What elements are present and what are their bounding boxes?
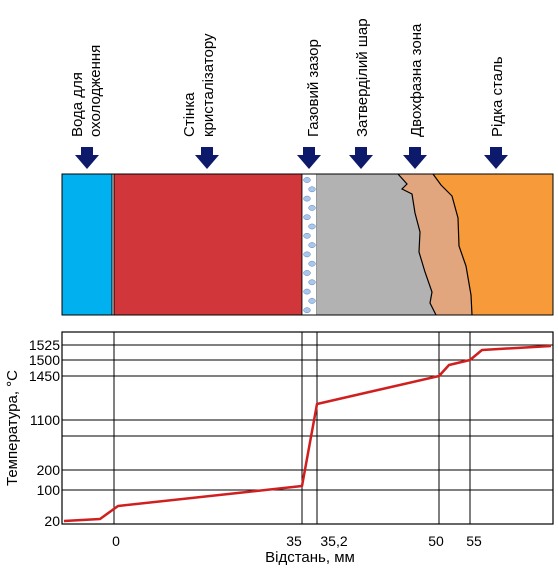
gas-bubble [303, 307, 311, 314]
x-tick-label: 0 [112, 533, 120, 549]
gas-bubble [303, 232, 311, 239]
y-axis-label: Температура, °С [4, 370, 21, 486]
mushy-zone [398, 174, 472, 315]
down-arrow-icon [195, 147, 219, 169]
mushy-left-boundary [397, 173, 437, 316]
y-tick-label: 1500 [29, 352, 60, 368]
y-tick-label: 100 [37, 482, 61, 498]
gas-bubble [303, 177, 311, 183]
mushy-right-boundary [432, 173, 473, 316]
chart-grid [62, 332, 553, 524]
down-arrow-icon [403, 147, 427, 169]
liquid-steel-zone [433, 174, 553, 315]
liquid-label: Рідка сталь [489, 56, 506, 137]
x-tick-label: 35 [286, 533, 302, 549]
y-tick-label: 200 [37, 462, 61, 478]
x-tick-label: 50 [428, 533, 444, 549]
gap-label: Газовий зазор [305, 39, 322, 137]
y-tick-label: 1450 [29, 368, 60, 384]
gas-bubble [308, 260, 316, 267]
gas-bubble [308, 242, 316, 248]
down-arrow-icon [349, 147, 373, 169]
gas-bubble [308, 205, 316, 211]
mushy-label: Двохфазна зона [408, 23, 425, 137]
wall-label-line-2: кристалізатору [200, 33, 217, 137]
gas-bubble [308, 279, 316, 286]
zone-band [61, 173, 554, 316]
water-zone [61, 173, 113, 316]
gas-bubble [308, 298, 316, 304]
gas-bubble [303, 270, 311, 276]
wall-zone [113, 173, 303, 316]
gas-bubble [303, 214, 311, 221]
down-arrow-icon [75, 147, 99, 169]
gas-bubble [303, 251, 311, 258]
solid-label: Затверділий шар [354, 18, 371, 137]
y-tick-label: 20 [44, 513, 60, 529]
gas-bubble [303, 195, 311, 202]
zone-band-frame [61, 173, 554, 316]
x-axis-label: Відстань, мм [265, 549, 355, 566]
wall-label-line-1: Стінка [181, 92, 198, 137]
gas-bubble [303, 288, 311, 295]
down-arrow-icon [484, 147, 508, 169]
gas-bubble [308, 186, 316, 193]
temperature-line [63, 344, 552, 523]
gas-bubbles [303, 177, 316, 314]
zone-labels: Вода для охолодження Стінка кристалізато… [69, 18, 506, 137]
x-tick-labels: 0 35 35,2 50 55 [112, 533, 482, 549]
chart-frame [61, 331, 554, 525]
zone-arrows [75, 147, 508, 169]
down-arrow-icon [297, 147, 321, 169]
x-tick-label: 35,2 [320, 533, 347, 549]
y-tick-label: 1100 [30, 412, 60, 428]
water-label-line-1: Вода для [69, 72, 86, 137]
x-tick-label: 55 [466, 533, 482, 549]
y-tick-label: 1525 [29, 337, 60, 353]
gas-bubble [308, 223, 316, 230]
water-label-line-2: охолодження [87, 45, 104, 137]
